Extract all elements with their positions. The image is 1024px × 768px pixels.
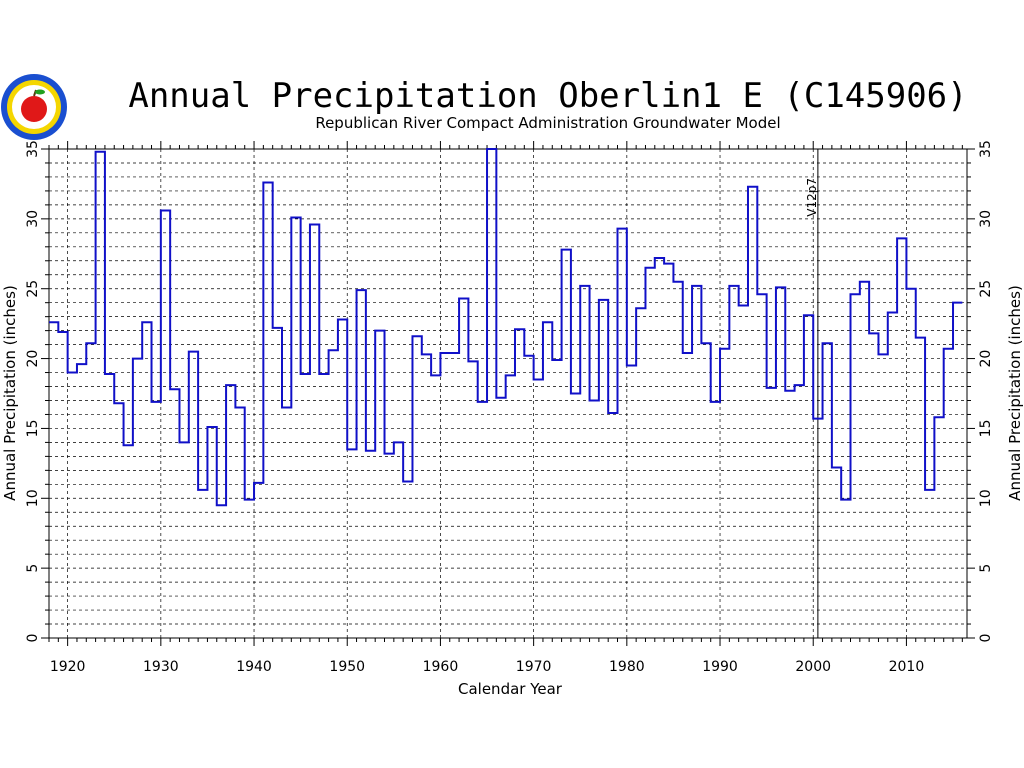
- x-tick-label: 1990: [702, 659, 738, 675]
- x-tick-label: 1920: [50, 659, 86, 675]
- y-tick-label-right: 20: [978, 350, 994, 368]
- y-tick-label-left: 35: [25, 140, 41, 158]
- x-tick-label: 2010: [889, 659, 925, 675]
- x-tick-label: 2000: [795, 659, 831, 675]
- grid: [49, 149, 967, 638]
- y-tick-label-left: 30: [25, 210, 41, 228]
- x-tick-label: 1940: [236, 659, 272, 675]
- annotation: V12p7: [805, 149, 819, 638]
- series-step-line: [49, 148, 963, 507]
- y-tick-label-left: 25: [25, 280, 41, 298]
- x-axis-label: Calendar Year: [458, 680, 563, 698]
- plot-frame: [48, 148, 968, 639]
- y-tick-label-right: 0: [978, 634, 994, 643]
- apple-icon: [21, 96, 47, 122]
- axis-ticks: [41, 141, 975, 646]
- chart-title: Annual Precipitation Oberlin1 E (C145906…: [128, 76, 967, 116]
- x-tick-label: 1950: [329, 659, 365, 675]
- y-axis-label-left: Annual Precipitation (inches): [1, 285, 19, 501]
- y-tick-label-right: 5: [978, 564, 994, 573]
- y-tick-label-left: 10: [25, 489, 41, 507]
- annotation-label: V12p7: [805, 178, 819, 217]
- x-tick-label: 1970: [516, 659, 552, 675]
- y-tick-label-left: 15: [25, 420, 41, 438]
- logo-seal: [1, 74, 67, 140]
- y-tick-label-left: 20: [25, 350, 41, 368]
- y-tick-label-left: 0: [25, 634, 41, 643]
- y-tick-label-right: 30: [978, 210, 994, 228]
- x-tick-label: 1930: [143, 659, 179, 675]
- x-tick-label: 1960: [423, 659, 459, 675]
- series: [49, 148, 963, 507]
- y-tick-label-right: 15: [978, 420, 994, 438]
- y-tick-label-right: 35: [978, 140, 994, 158]
- y-tick-label-right: 25: [978, 280, 994, 298]
- y-axis-label-right: Annual Precipitation (inches): [1006, 285, 1024, 501]
- tick-labels: 0 0 5 5 10 10 15 15 20 20 25 25 30 30 35 35 1920 1930 1940…: [25, 140, 994, 675]
- x-tick-label: 1980: [609, 659, 645, 675]
- y-tick-label-right: 10: [978, 489, 994, 507]
- chart-subtitle: Republican River Compact Administration …: [315, 114, 780, 132]
- y-tick-label-left: 5: [25, 564, 41, 573]
